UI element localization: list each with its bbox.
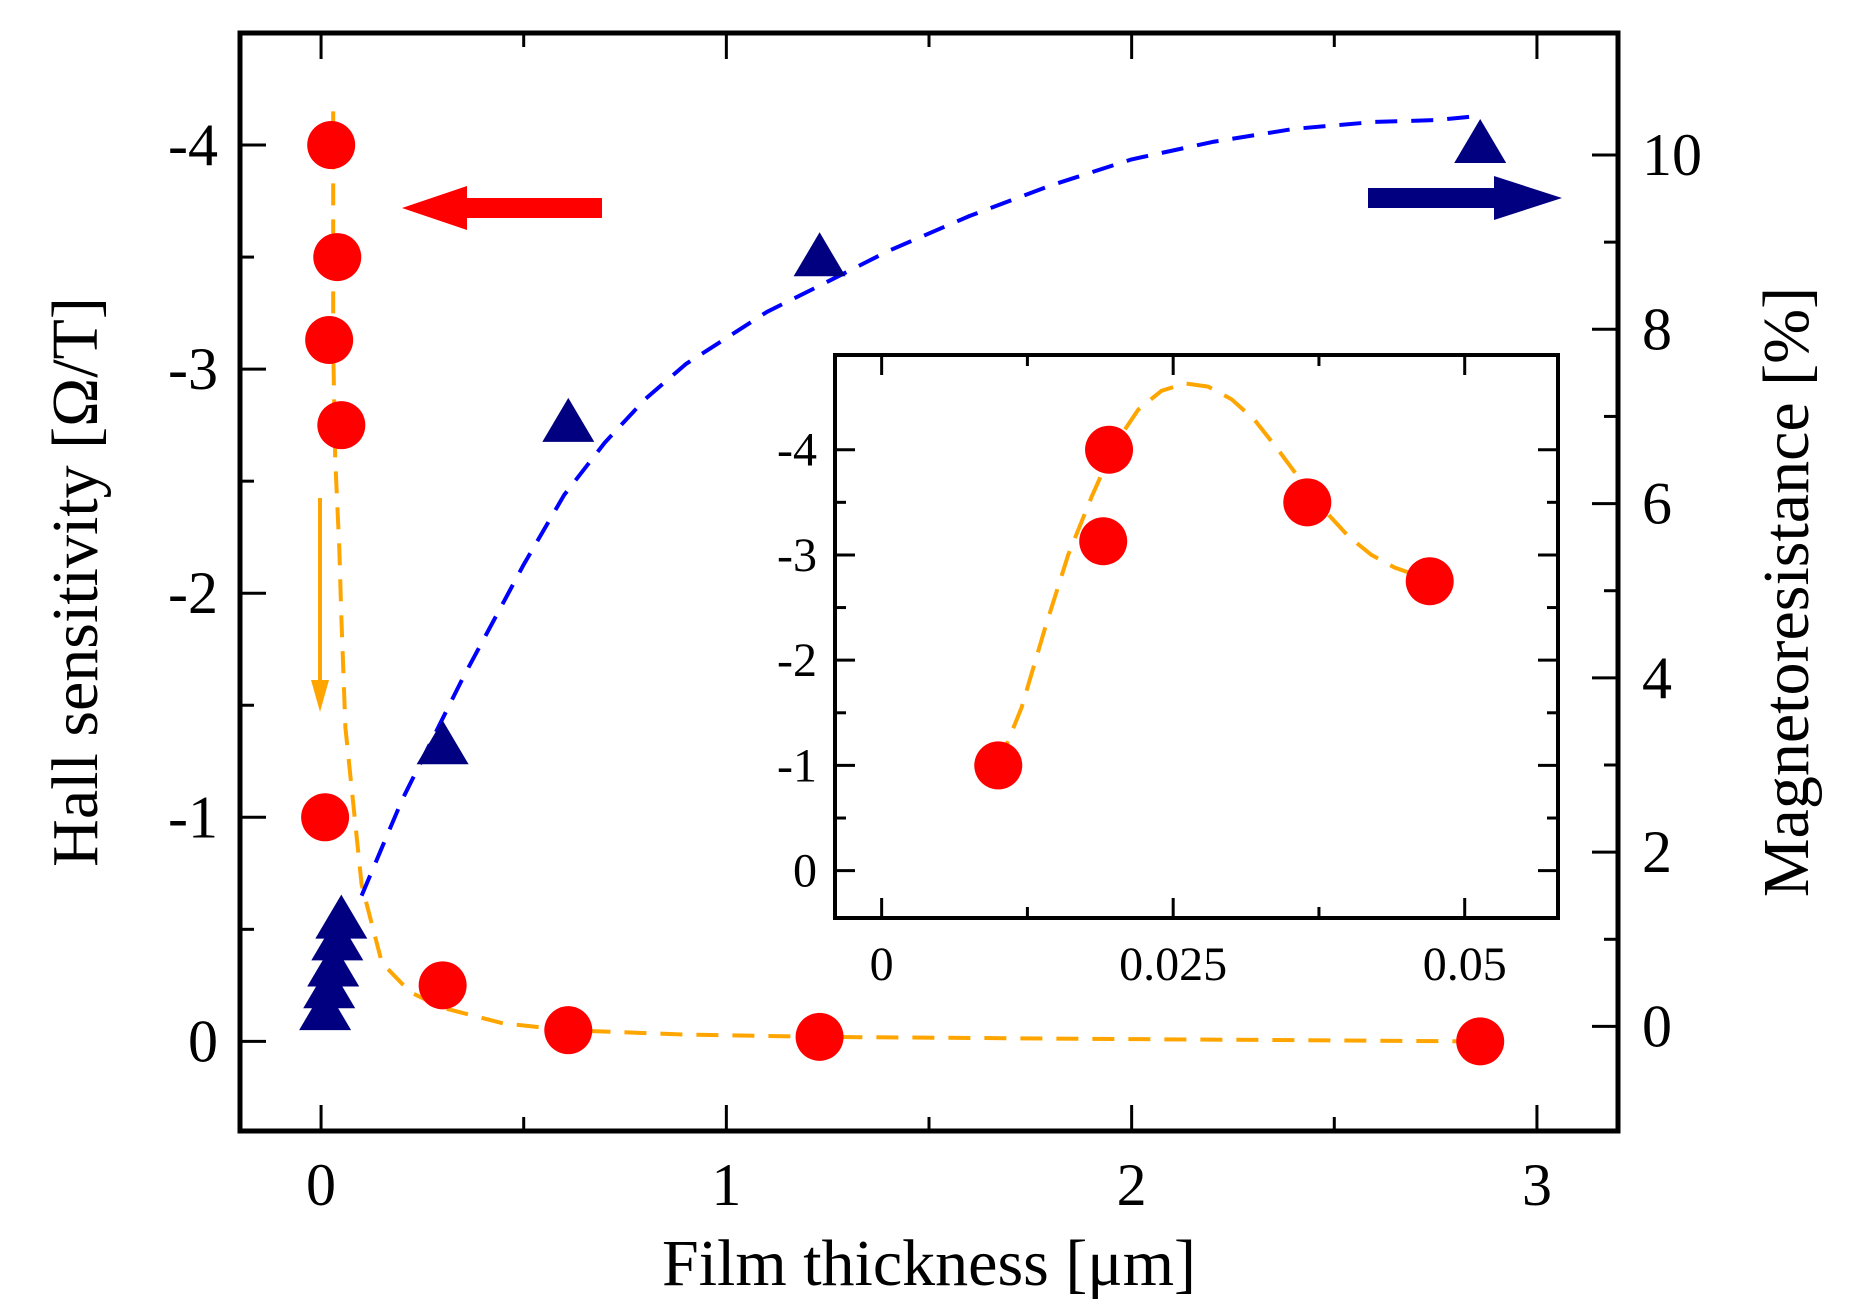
right-y-axis-title: Magnetoresistance [%] bbox=[1750, 287, 1823, 897]
left-y-tick-label: -1 bbox=[168, 784, 218, 850]
right-y-tick-label: 10 bbox=[1642, 122, 1702, 188]
x-axis-title: Film thickness [μm] bbox=[662, 1227, 1196, 1300]
mr-point bbox=[793, 232, 846, 277]
inset-fit-curves bbox=[996, 381, 1431, 767]
hall-point bbox=[795, 1012, 844, 1061]
hall-point bbox=[301, 793, 350, 842]
right-y-tick-label: 4 bbox=[1642, 645, 1672, 711]
x-tick-label: 3 bbox=[1522, 1152, 1552, 1218]
inset-y-tick-label: 0 bbox=[793, 845, 817, 898]
left-y-tick-label: -3 bbox=[168, 336, 218, 402]
hall-point bbox=[418, 961, 467, 1010]
right-y-tick-label: 2 bbox=[1642, 819, 1672, 885]
main-left-y-ticks: 0 -1 -2 -3 -4 bbox=[168, 112, 266, 1074]
hall-point bbox=[1456, 1017, 1505, 1066]
hall-point bbox=[317, 401, 366, 450]
right-y-tick-label: 6 bbox=[1642, 471, 1672, 537]
x-tick-label: 2 bbox=[1117, 1152, 1147, 1218]
inset-y-tick-label: -3 bbox=[777, 529, 817, 582]
hall-point bbox=[305, 315, 354, 364]
inset-hall-point bbox=[974, 741, 1023, 790]
inset-hall-point bbox=[1079, 517, 1128, 566]
mr-point bbox=[416, 720, 469, 765]
main-fit-curves bbox=[331, 111, 1481, 1044]
hall-point bbox=[313, 233, 362, 282]
inset-plot-frame bbox=[833, 353, 1560, 920]
left-y-axis-title: Hall sensitivity [Ω/T] bbox=[39, 297, 112, 867]
right-axis-arrow bbox=[1368, 176, 1562, 220]
inset-plot-background bbox=[835, 355, 1558, 918]
inset-data-points bbox=[974, 425, 1454, 790]
left-y-tick-label: -2 bbox=[168, 560, 218, 626]
left-axis-arrow bbox=[402, 186, 602, 230]
mr-fit-line bbox=[359, 113, 1481, 897]
right-y-tick-label: 0 bbox=[1642, 993, 1672, 1059]
inset-hall-point bbox=[1085, 425, 1134, 474]
inset-y-tick-label: -2 bbox=[777, 634, 817, 687]
mr-point bbox=[542, 397, 595, 442]
inset-hall-point bbox=[1283, 478, 1332, 527]
inset-hall-point bbox=[1405, 557, 1454, 606]
main-x-ticks: 0 1 2 3 bbox=[306, 33, 1552, 1218]
inset-hall-fit-line bbox=[996, 381, 1431, 767]
right-y-tick-label: 8 bbox=[1642, 296, 1672, 362]
inset-y-tick-label: -1 bbox=[777, 739, 817, 792]
main-plot: 0 1 2 3 0 -1 -2 -3 -4 0 2 4 6 8 10 Film thickness [μ… bbox=[39, 30, 1823, 1300]
down-arrow bbox=[311, 498, 329, 712]
inset-x-tick-label: 0 bbox=[870, 938, 894, 991]
mr-point bbox=[1454, 119, 1507, 163]
left-y-tick-label: 0 bbox=[188, 1008, 218, 1074]
x-tick-label: 0 bbox=[306, 1152, 336, 1218]
hall-point bbox=[544, 1006, 593, 1055]
inset-x-tick-label: 0.05 bbox=[1423, 938, 1507, 991]
inset-y-tick-label: -4 bbox=[777, 424, 817, 477]
main-data-points bbox=[299, 119, 1507, 1066]
mr-point bbox=[315, 894, 368, 939]
inset-y-ticks: 0 -1 -2 -3 -4 bbox=[777, 424, 1558, 898]
mr-point bbox=[307, 942, 360, 987]
left-y-tick-label: -4 bbox=[168, 112, 218, 178]
main-right-y-ticks: 0 2 4 6 8 10 bbox=[1592, 122, 1702, 1059]
inset-plot: 0 0.025 0.05 0 -1 -2 -3 -4 bbox=[777, 353, 1560, 991]
inset-x-ticks: 0 0.025 0.05 bbox=[870, 355, 1507, 991]
x-tick-label: 1 bbox=[711, 1152, 741, 1218]
hall-point bbox=[307, 121, 356, 170]
inset-x-tick-label: 0.025 bbox=[1119, 938, 1227, 991]
